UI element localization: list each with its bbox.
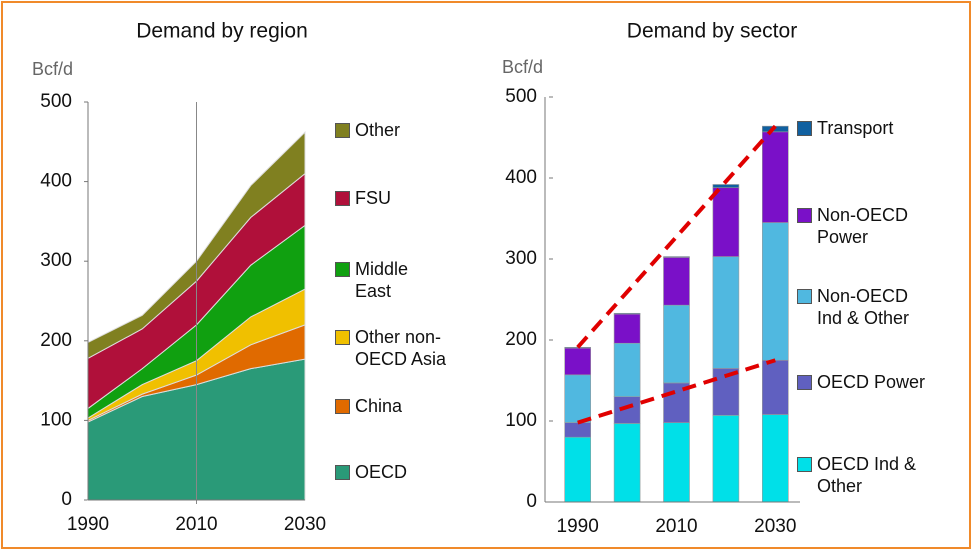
y-tick-label: 0	[526, 491, 537, 512]
legend-label: Transport	[817, 118, 894, 138]
legend-label: OECD Ind & Other	[817, 454, 917, 496]
bar-segment	[663, 256, 690, 258]
legend-label: China	[355, 396, 403, 416]
legend-label: Non-OECD Power	[817, 205, 909, 247]
bar-segment	[613, 423, 641, 503]
legend-swatch	[797, 457, 812, 472]
legend-item: OECD Power	[797, 371, 967, 393]
bar-segment	[712, 256, 740, 369]
bar-segment	[761, 131, 789, 223]
bar-segment	[712, 184, 740, 189]
legend-swatch	[335, 399, 350, 414]
legend-label: Other non-OECD Asia	[355, 327, 447, 369]
bar-segment	[564, 347, 592, 376]
trend-line	[577, 358, 776, 425]
legend-swatch	[335, 262, 350, 277]
legend-item: Other non-OECD Asia	[335, 326, 485, 370]
bar-segment	[564, 346, 592, 349]
legend-item: Other	[335, 119, 505, 141]
legend-label: Middle East	[355, 259, 409, 301]
legend-label: Other	[355, 120, 401, 140]
y-tick-label: 400	[40, 171, 72, 192]
y-tick-label: 300	[40, 250, 72, 271]
y-tick-label: 0	[61, 489, 72, 510]
legend-swatch	[797, 121, 812, 136]
trend-line	[576, 124, 777, 349]
legend-swatch	[797, 375, 812, 390]
x-tick-label: 2010	[655, 516, 697, 537]
axis-unit: Bcf/d	[32, 59, 73, 79]
legend-item: Non-OECD Power	[797, 204, 917, 248]
x-tick-label: 2030	[284, 514, 326, 535]
legend-swatch	[335, 465, 350, 480]
legend-swatch	[797, 289, 812, 304]
legend-swatch	[797, 208, 812, 223]
bar-segment	[613, 313, 641, 344]
legend-item: Transport	[797, 117, 967, 139]
area	[87, 131, 306, 360]
bar-segment	[761, 359, 789, 415]
bar-segment	[712, 415, 740, 503]
legend-item: Non-OECD Ind & Other	[797, 285, 927, 329]
legend-label: Non-OECD Ind & Other	[817, 286, 910, 328]
legend-label: OECD	[355, 462, 408, 482]
x-tick-label: 1990	[67, 514, 109, 535]
legend-label: OECD Power	[817, 372, 926, 392]
x-tick-label: 2010	[175, 514, 217, 535]
legend-swatch	[335, 123, 350, 138]
bar-segment	[761, 222, 789, 361]
x-tick-label: 1990	[557, 516, 599, 537]
legend-item: OECD	[335, 461, 505, 483]
y-tick-label: 300	[505, 248, 537, 269]
bar-segment	[613, 396, 641, 424]
bar-segment	[761, 414, 789, 503]
bar-segment	[564, 422, 592, 438]
legend-item: FSU	[335, 187, 505, 209]
legend-item: China	[335, 395, 505, 417]
y-tick-label: 100	[505, 410, 537, 431]
bar-segment	[564, 374, 592, 423]
y-tick-label: 200	[40, 330, 72, 351]
bar-segment	[663, 304, 690, 384]
y-tick-label: 100	[40, 409, 72, 430]
y-tick-label: 200	[505, 329, 537, 350]
x-tick-label: 2030	[754, 516, 796, 537]
legend-label: FSU	[355, 188, 391, 208]
bar-segment	[663, 257, 690, 306]
legend-item: OECD Ind & Other	[797, 453, 922, 497]
bar-segment	[613, 312, 641, 315]
y-tick-label: 400	[505, 167, 537, 188]
bar-segment	[712, 187, 740, 257]
legend-item: Middle East	[335, 258, 435, 302]
chart-title: Demand by region	[136, 20, 308, 43]
legend-swatch	[335, 330, 350, 345]
bar-segment	[663, 422, 690, 503]
bar-segment	[613, 342, 641, 397]
legend-swatch	[335, 191, 350, 206]
axis-unit: Bcf/d	[502, 57, 543, 77]
y-tick-label: 500	[40, 91, 72, 112]
chart-title: Demand by sector	[627, 20, 797, 43]
bar-segment	[564, 436, 592, 503]
y-tick-label: 500	[505, 86, 537, 107]
